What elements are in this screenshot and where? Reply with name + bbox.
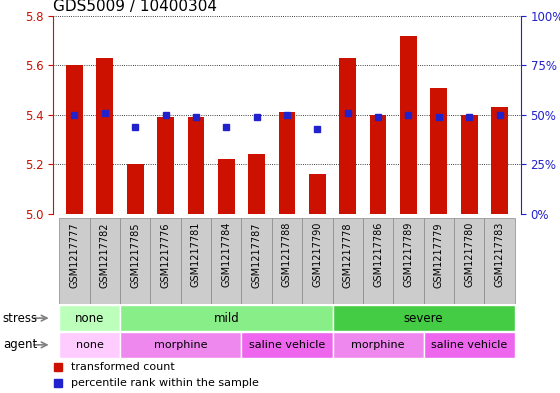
Bar [461,115,478,214]
Bar [120,305,333,331]
Bar [120,332,241,358]
Text: saline vehicle: saline vehicle [431,340,507,350]
Bar [127,164,143,214]
Text: GSM1217780: GSM1217780 [464,222,474,287]
Bar [393,218,423,304]
Text: severe: severe [404,312,444,325]
Text: GSM1217782: GSM1217782 [100,222,110,288]
Bar [491,107,508,214]
Text: GSM1217789: GSM1217789 [403,222,413,287]
Bar [339,58,356,214]
Bar [272,218,302,304]
Bar [59,305,120,331]
Bar [333,305,515,331]
Text: GSM1217784: GSM1217784 [221,222,231,287]
Text: GSM1217785: GSM1217785 [130,222,140,288]
Bar [370,115,386,214]
Bar [241,332,333,358]
Bar [120,218,151,304]
Text: mild: mild [213,312,239,325]
Text: GSM1217788: GSM1217788 [282,222,292,287]
Text: saline vehicle: saline vehicle [249,340,325,350]
Bar [66,65,83,214]
Bar [248,154,265,214]
Text: morphine: morphine [351,340,405,350]
Text: GSM1217777: GSM1217777 [69,222,80,288]
Bar [59,218,90,304]
Text: GSM1217779: GSM1217779 [434,222,444,288]
Text: GSM1217790: GSM1217790 [312,222,323,287]
Bar [218,159,235,214]
Bar [484,218,515,304]
Bar [157,117,174,214]
Bar [241,218,272,304]
Bar [59,332,120,358]
Bar [309,174,326,214]
Text: percentile rank within the sample: percentile rank within the sample [71,378,259,387]
Text: GSM1217787: GSM1217787 [251,222,262,288]
Bar [400,35,417,214]
Text: agent: agent [3,338,37,351]
Bar [454,218,484,304]
Bar [431,88,447,214]
Text: transformed count: transformed count [71,362,175,372]
Bar [96,58,113,214]
Text: morphine: morphine [154,340,207,350]
Bar [181,218,211,304]
Bar [363,218,393,304]
Text: GSM1217786: GSM1217786 [373,222,383,287]
Bar [302,218,333,304]
Bar [279,112,295,214]
Bar [333,332,423,358]
Bar [188,117,204,214]
Text: GSM1217783: GSM1217783 [494,222,505,287]
Bar [423,218,454,304]
Text: none: none [76,340,104,350]
Text: GSM1217778: GSM1217778 [343,222,353,288]
Bar [333,218,363,304]
Bar [211,218,241,304]
Text: stress: stress [3,312,38,325]
Text: GDS5009 / 10400304: GDS5009 / 10400304 [53,0,217,14]
Text: none: none [75,312,104,325]
Text: GSM1217781: GSM1217781 [191,222,201,287]
Bar [423,332,515,358]
Text: GSM1217776: GSM1217776 [161,222,171,288]
Bar [90,218,120,304]
Bar [151,218,181,304]
